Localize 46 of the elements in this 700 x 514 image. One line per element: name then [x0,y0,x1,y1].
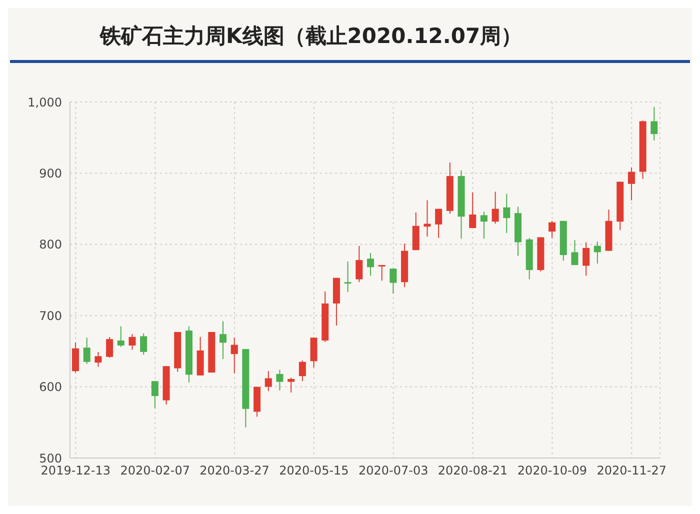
candlestick [288,377,295,393]
candlestick [140,332,148,356]
y-tick-label: 1,000 [28,95,62,110]
y-tick-label: 900 [39,166,62,180]
candlestick [344,260,352,293]
candlestick [117,326,124,348]
candlestick [128,334,136,350]
candlestick [106,336,114,358]
candlestick [276,369,284,391]
x-tick-label: 2019-12-13 [40,464,111,478]
y-tick-label: 600 [39,380,62,394]
x-tick-label: 2020-07-03 [358,464,428,478]
candlestick [582,242,590,276]
candlestick [356,245,363,283]
x-tick-label: 2020-03-27 [200,464,270,478]
candlestick [230,337,238,374]
y-tick-label: 700 [39,308,62,323]
candlestick [390,268,397,294]
candlestick [548,220,556,238]
x-tick-label: 2020-08-21 [438,464,508,478]
candlestick [151,380,158,409]
candlestick [220,320,226,360]
candlestick [367,252,374,276]
candlestick [571,240,578,266]
candlestick [264,370,272,392]
x-tick-label: 2020-05-15 [279,464,349,478]
candlestick [310,337,318,368]
candlestick [94,351,102,368]
chart-title: 铁矿石主力周K线图（截止2020.12.07周） [100,23,522,50]
y-tick-label: 500 [39,451,62,466]
y-tick-label: 800 [39,238,62,252]
candlestick [378,264,386,282]
x-tick-label: 2020-10-09 [517,464,588,478]
candlestick [492,191,499,224]
candlestick [628,167,635,201]
candlestick [435,208,442,238]
candlestick [72,342,79,374]
candlestick [469,192,476,229]
candlestick [503,193,510,234]
candlestick [298,360,306,382]
x-tick-label: 2020-02-07 [120,464,190,478]
candlestick [650,106,658,141]
x-tick-label: 2020-11-27 [596,464,667,478]
candlestick [83,337,90,365]
candlestick [594,241,601,264]
candlestick [480,211,488,240]
